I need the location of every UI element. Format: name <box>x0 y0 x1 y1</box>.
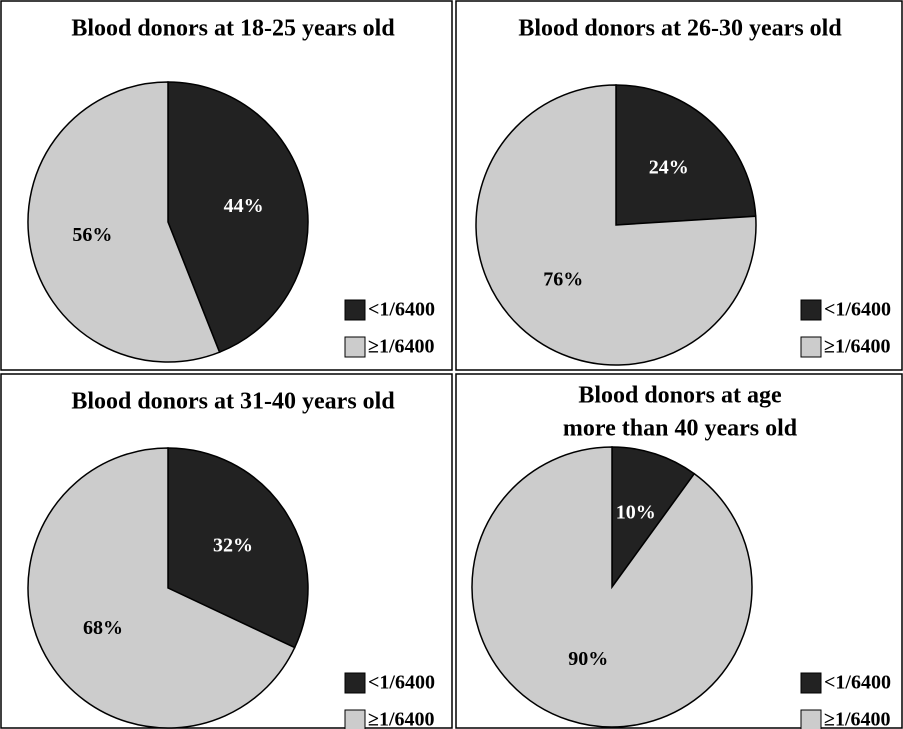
pie-slice <box>27 81 221 363</box>
slice-label: 90% <box>568 648 608 670</box>
legend-label: ≥1/6400 <box>368 336 435 358</box>
slice-label: 44% <box>224 195 264 217</box>
chart-title: Blood donors at 31-40 years old <box>71 389 395 415</box>
chart-title: Blood donors at 18-25 years old <box>71 16 395 42</box>
legend-label: <1/6400 <box>368 672 435 694</box>
legend-swatch <box>344 299 366 321</box>
panel-border <box>455 0 903 371</box>
pie-slice <box>475 84 757 366</box>
legend-label: ≥1/6400 <box>824 709 891 729</box>
legend-swatch <box>800 336 822 358</box>
chart-title: Blood donors at 26-30 years old <box>518 16 842 42</box>
pie-slice <box>27 447 296 729</box>
slice-label: 32% <box>213 534 253 556</box>
pie-slice <box>615 84 757 226</box>
legend-swatch <box>800 299 822 321</box>
legend-swatch <box>344 336 366 358</box>
panel-border <box>0 373 453 729</box>
slice-label: 10% <box>616 501 656 523</box>
panel-border <box>455 373 903 729</box>
legend-swatch <box>344 672 366 694</box>
legend-label: ≥1/6400 <box>368 709 435 729</box>
chart-title: Blood donors at age <box>578 383 782 409</box>
slice-label: 68% <box>83 617 123 639</box>
slice-label: 56% <box>72 224 112 246</box>
panel-border <box>0 0 453 371</box>
pie-slice <box>471 446 753 728</box>
legend-label: <1/6400 <box>824 672 891 694</box>
legend-label: <1/6400 <box>368 299 435 321</box>
pie-slice <box>611 446 696 590</box>
pie-slice <box>167 81 309 354</box>
legend-label: ≥1/6400 <box>824 336 891 358</box>
legend-swatch <box>344 709 366 729</box>
legend-swatch <box>800 672 822 694</box>
pie-slice <box>167 447 309 649</box>
legend-swatch <box>800 709 822 729</box>
chart-title: more than 40 years old <box>563 416 798 442</box>
slice-label: 24% <box>649 156 689 178</box>
slice-label: 76% <box>543 269 583 291</box>
legend-label: <1/6400 <box>824 299 891 321</box>
